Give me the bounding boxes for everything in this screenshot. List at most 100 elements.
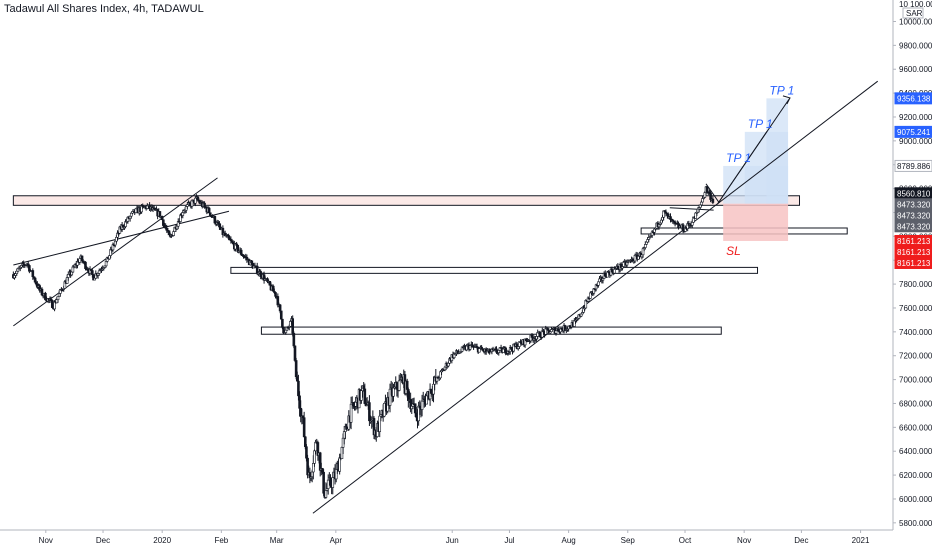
x-tick-label: Aug xyxy=(562,536,576,545)
trendline-5[interactable] xyxy=(717,131,768,205)
candle-body xyxy=(194,197,197,204)
x-tick-label: Jun xyxy=(446,536,459,545)
y-tick-label: 6400.000 xyxy=(899,447,932,456)
candle-body xyxy=(274,292,277,297)
x-tick-label: 2020 xyxy=(153,536,171,545)
stop-box xyxy=(723,203,789,241)
candle-body xyxy=(700,201,703,206)
trendline-2[interactable] xyxy=(13,210,230,266)
y-tick-label: 7000.000 xyxy=(899,376,932,385)
currency-badge[interactable] xyxy=(902,7,924,19)
zone-2[interactable] xyxy=(230,266,759,274)
price-label-badge-6 xyxy=(894,220,932,233)
candle-body xyxy=(158,211,162,217)
candle-body xyxy=(331,477,335,488)
y-tick-label: 6200.000 xyxy=(899,471,932,480)
x-tick-label: Feb xyxy=(214,536,228,545)
x-tick-label: Oct xyxy=(679,536,692,545)
x-tick-label: Dec xyxy=(96,536,110,545)
currency-label: SAR xyxy=(906,9,923,18)
candle-body xyxy=(279,310,283,320)
price-label-4: 8473.320 xyxy=(897,200,931,209)
candle-body xyxy=(56,296,60,300)
x-tick-label: Nov xyxy=(737,536,751,545)
x-tick-label: Apr xyxy=(330,536,343,545)
candle-body xyxy=(557,328,560,332)
zone-3[interactable] xyxy=(260,326,722,335)
candle-body xyxy=(326,479,330,489)
candle-body xyxy=(690,221,694,226)
y-tick-label: 7200.000 xyxy=(899,352,932,361)
candle-body xyxy=(31,270,35,278)
candle-body xyxy=(281,318,284,328)
annotations-layer: TP 1 TP 1 TP 1 SL xyxy=(726,83,794,258)
projection-layer xyxy=(723,98,789,241)
tp-label-0: TP 1 xyxy=(726,151,751,165)
y-tick-label: 6000.000 xyxy=(899,495,932,504)
y-tick-label: 9200.000 xyxy=(899,113,932,122)
chart-header: Tadawul All Shares Index, 4h, TADAWUL xyxy=(4,3,204,15)
candle-body xyxy=(172,231,175,236)
candle-body xyxy=(91,270,94,275)
y-top-label: 10 100.000 xyxy=(899,0,932,9)
price-label-8: 8161.213 xyxy=(897,248,931,257)
price-label-2: 8789.886 xyxy=(897,162,931,171)
zones-layer xyxy=(12,195,848,335)
candle-body xyxy=(397,380,401,391)
symbol-line: Tadawul All Shares Index, 4h, TADAWUL xyxy=(4,3,204,15)
y-tick-label: 9000.000 xyxy=(899,137,932,146)
candle-body xyxy=(207,207,211,214)
y-tick-label: 9600.000 xyxy=(899,65,932,74)
candle-body xyxy=(291,318,295,334)
x-tick-label: Jul xyxy=(504,536,514,545)
price-labels-layer: 9356.138 9075.241 8789.886 8560.810 8473.320… xyxy=(894,92,932,269)
candle-body xyxy=(208,212,212,216)
candle-body xyxy=(644,244,647,248)
tp-label-1: TP 1 xyxy=(748,117,773,131)
trendline-0[interactable] xyxy=(312,80,879,514)
sl-label: SL xyxy=(726,244,741,258)
y-tick-label: 6600.000 xyxy=(899,423,932,432)
y-tick-label: 7600.000 xyxy=(899,304,932,313)
price-label-6: 8473.320 xyxy=(897,222,931,231)
price-label-badge-0 xyxy=(894,92,932,105)
candle-body xyxy=(97,270,101,274)
candle-body xyxy=(302,417,306,438)
candle-body xyxy=(420,400,424,410)
y-tick-label: 7400.000 xyxy=(899,328,932,337)
trendline-3[interactable] xyxy=(669,207,714,211)
candle-body xyxy=(322,471,325,494)
price-label-5: 8473.320 xyxy=(897,211,931,220)
x-tick-label: Mar xyxy=(270,536,284,545)
y-tick-label: 6800.000 xyxy=(899,399,932,408)
target-box-2 xyxy=(766,98,789,204)
price-label-1: 9075.241 xyxy=(897,128,931,137)
candle-body xyxy=(711,198,715,203)
x-tick-label: Sep xyxy=(621,536,636,545)
x-axis[interactable]: Nov Dec 2020 Feb Mar Apr Jun Jul Aug Sep Oct Nov Dec… xyxy=(0,529,893,545)
price-label-9: 8161.213 xyxy=(897,259,931,268)
price-label-badge-1 xyxy=(894,125,932,138)
price-label-0: 9356.138 xyxy=(897,94,931,103)
candle-body xyxy=(160,216,164,221)
candle-body xyxy=(278,304,282,312)
price-label-badge-2 xyxy=(894,159,932,172)
price-label-badge-9 xyxy=(894,256,932,269)
candle-body xyxy=(236,245,240,252)
candle-body xyxy=(190,200,194,207)
y-tick-label: 9800.000 xyxy=(899,41,932,50)
y-tick-label: 5800.000 xyxy=(899,519,932,528)
candle-body xyxy=(502,348,505,353)
x-tick-label: Dec xyxy=(794,536,808,545)
candle-body xyxy=(669,216,672,220)
y-tick-label: 10000.000 xyxy=(899,17,932,26)
candles-layer xyxy=(12,185,715,499)
arrow-head-icon xyxy=(782,95,791,105)
price-label-7: 8161.213 xyxy=(897,237,931,246)
candle-body xyxy=(292,333,296,347)
zone-0[interactable] xyxy=(12,195,801,206)
tp-label-2: TP 1 xyxy=(769,83,794,97)
x-tick-label: Nov xyxy=(39,536,53,545)
